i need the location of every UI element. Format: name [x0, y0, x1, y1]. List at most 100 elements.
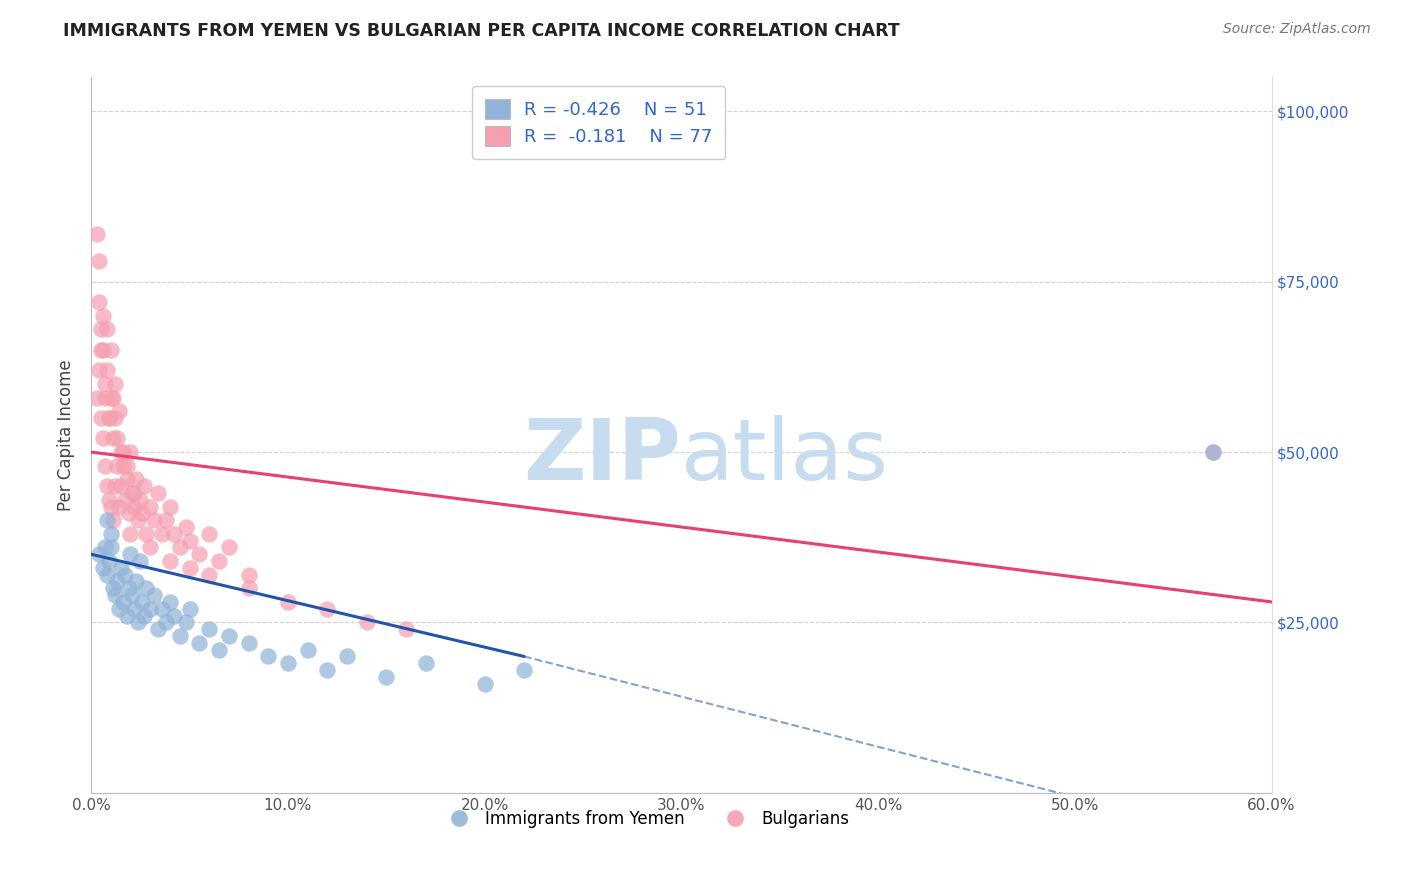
- Point: [198, 622, 221, 636]
- Text: atlas: atlas: [682, 415, 890, 498]
- Point: [114, 567, 136, 582]
- Point: [513, 663, 536, 677]
- Point: [174, 615, 197, 630]
- Point: [96, 567, 118, 582]
- Point: [124, 500, 146, 514]
- Point: [139, 541, 162, 555]
- Point: [297, 642, 319, 657]
- Point: [104, 376, 127, 391]
- Point: [110, 561, 132, 575]
- Point: [115, 472, 138, 486]
- Text: Source: ZipAtlas.com: Source: ZipAtlas.com: [1223, 22, 1371, 37]
- Legend: Immigrants from Yemen, Bulgarians: Immigrants from Yemen, Bulgarians: [436, 803, 856, 834]
- Point: [94, 376, 117, 391]
- Point: [131, 595, 153, 609]
- Point: [415, 657, 437, 671]
- Point: [104, 411, 127, 425]
- Point: [117, 507, 139, 521]
- Point: [100, 343, 122, 357]
- Point: [208, 642, 231, 657]
- Point: [474, 676, 496, 690]
- Point: [100, 526, 122, 541]
- Point: [257, 649, 280, 664]
- Point: [115, 458, 138, 473]
- Point: [110, 479, 132, 493]
- Point: [163, 526, 186, 541]
- Point: [375, 670, 398, 684]
- Point: [111, 445, 134, 459]
- Point: [87, 254, 110, 268]
- Point: [117, 582, 139, 596]
- Point: [94, 541, 117, 555]
- Point: [169, 629, 191, 643]
- Point: [104, 588, 127, 602]
- Point: [97, 411, 120, 425]
- Point: [174, 520, 197, 534]
- Point: [139, 500, 162, 514]
- Point: [105, 574, 128, 589]
- Point: [218, 541, 240, 555]
- Point: [134, 479, 156, 493]
- Point: [238, 582, 260, 596]
- Point: [150, 526, 173, 541]
- Point: [121, 486, 143, 500]
- Point: [238, 567, 260, 582]
- Point: [87, 547, 110, 561]
- Point: [91, 343, 114, 357]
- Point: [100, 391, 122, 405]
- Point: [90, 322, 112, 336]
- Point: [114, 492, 136, 507]
- Point: [104, 479, 127, 493]
- Point: [316, 663, 339, 677]
- Y-axis label: Per Capita Income: Per Capita Income: [58, 359, 75, 511]
- Point: [159, 500, 181, 514]
- Point: [179, 561, 201, 575]
- Text: ZIP: ZIP: [523, 415, 682, 498]
- Point: [277, 595, 299, 609]
- Point: [91, 432, 114, 446]
- Point: [120, 445, 142, 459]
- Point: [97, 554, 120, 568]
- Point: [129, 554, 152, 568]
- Point: [1201, 445, 1223, 459]
- Point: [120, 526, 142, 541]
- Point: [96, 479, 118, 493]
- Point: [96, 322, 118, 336]
- Point: [129, 492, 152, 507]
- Point: [198, 567, 221, 582]
- Point: [169, 541, 191, 555]
- Point: [1201, 445, 1223, 459]
- Point: [336, 649, 359, 664]
- Point: [277, 657, 299, 671]
- Point: [96, 363, 118, 377]
- Point: [143, 588, 166, 602]
- Point: [96, 513, 118, 527]
- Point: [101, 582, 124, 596]
- Point: [218, 629, 240, 643]
- Point: [125, 574, 148, 589]
- Point: [107, 601, 129, 615]
- Point: [356, 615, 378, 630]
- Point: [97, 492, 120, 507]
- Point: [87, 295, 110, 310]
- Point: [150, 601, 173, 615]
- Point: [120, 547, 142, 561]
- Point: [139, 601, 162, 615]
- Point: [91, 561, 114, 575]
- Point: [179, 601, 201, 615]
- Point: [155, 513, 177, 527]
- Point: [316, 601, 339, 615]
- Point: [100, 541, 122, 555]
- Point: [135, 582, 157, 596]
- Point: [238, 636, 260, 650]
- Point: [125, 472, 148, 486]
- Point: [97, 411, 120, 425]
- Point: [111, 595, 134, 609]
- Point: [94, 391, 117, 405]
- Point: [395, 622, 418, 636]
- Point: [90, 343, 112, 357]
- Point: [105, 458, 128, 473]
- Point: [87, 363, 110, 377]
- Point: [110, 445, 132, 459]
- Point: [100, 500, 122, 514]
